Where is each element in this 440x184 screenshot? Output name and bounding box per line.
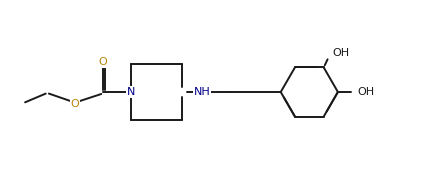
Text: OH: OH [332, 48, 349, 58]
Text: N: N [126, 87, 135, 97]
Text: O: O [71, 99, 80, 109]
Text: OH: OH [358, 87, 375, 97]
Text: NH: NH [194, 87, 210, 97]
Text: O: O [99, 57, 107, 67]
